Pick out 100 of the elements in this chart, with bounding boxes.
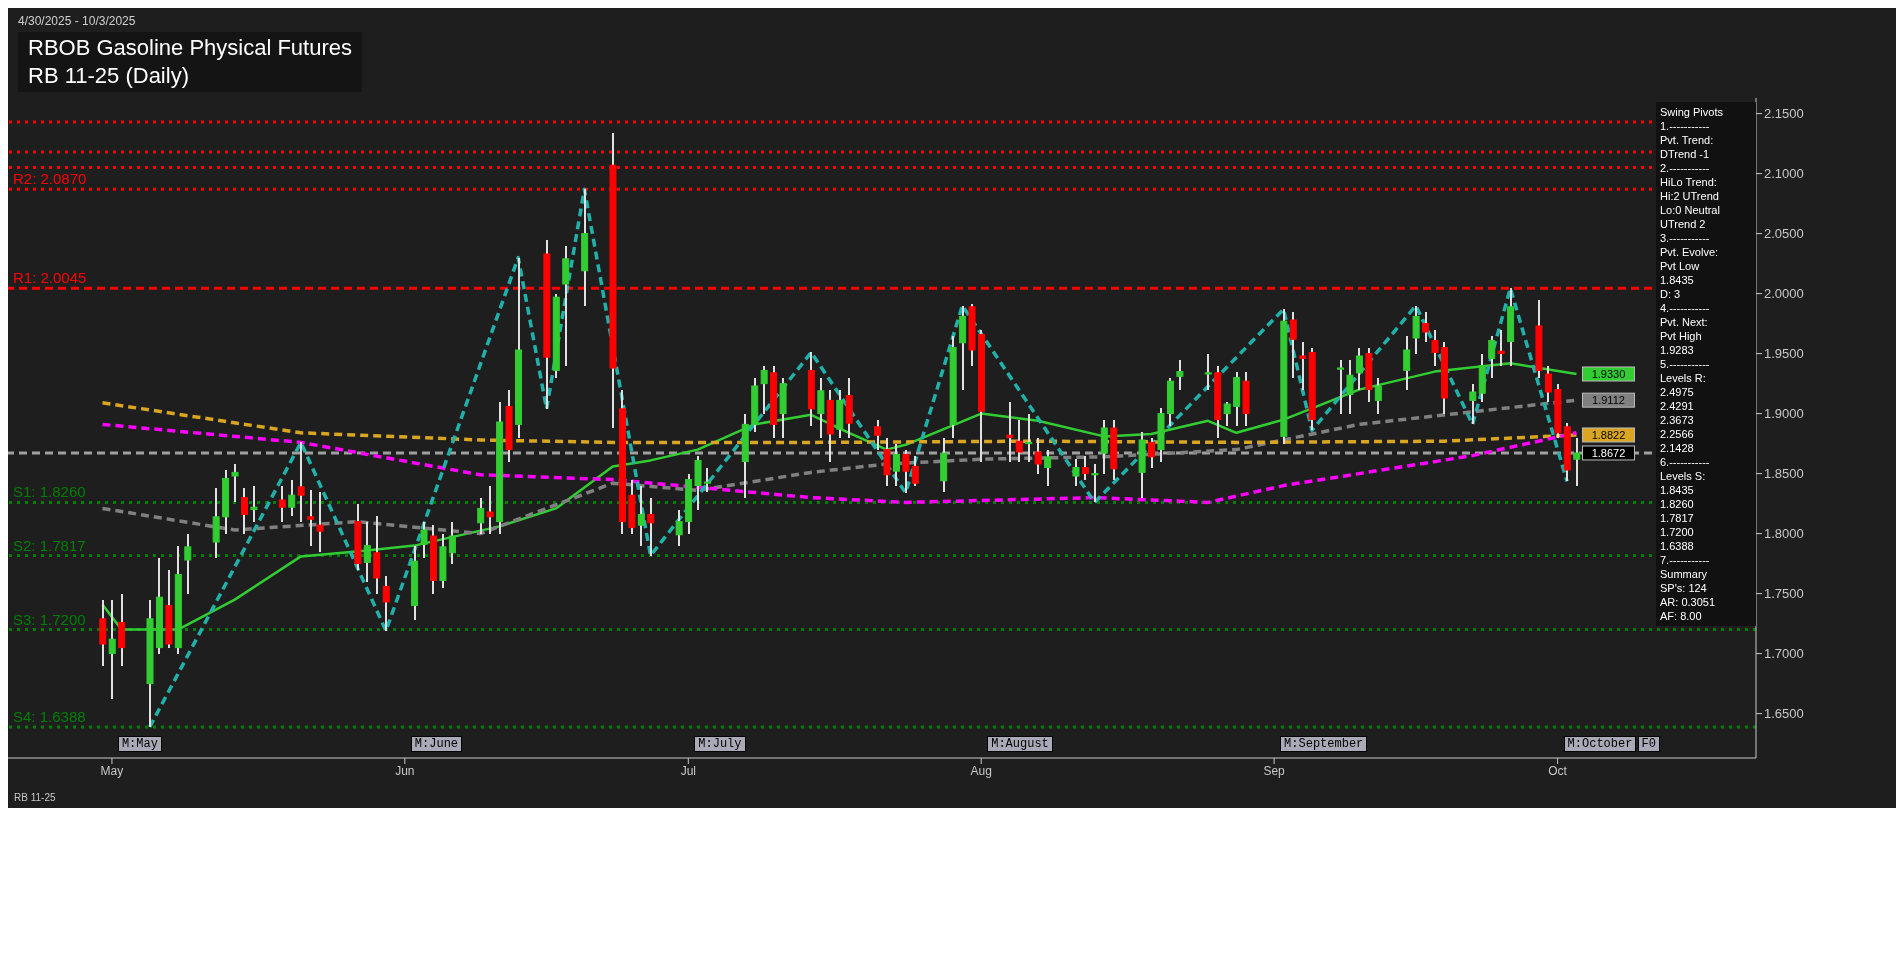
candlestick — [1223, 400, 1231, 427]
annotation: Pvt Low — [1660, 259, 1701, 273]
y-tick-label: 1.8500 — [1764, 466, 1804, 482]
annotation: Levels R: — [1660, 371, 1707, 385]
candlestick — [1034, 436, 1042, 475]
candlestick — [1422, 310, 1430, 343]
annotation: 2.1428 — [1660, 441, 1695, 455]
candlestick — [363, 520, 371, 583]
candlestick — [1015, 418, 1023, 463]
annotation: SP's: 124 — [1660, 581, 1708, 595]
candlestick — [184, 532, 192, 595]
candlestick — [1176, 358, 1184, 391]
x-tick-label: May — [100, 763, 124, 778]
line-series — [100, 422, 1579, 505]
annotation: AR: 0.3051 — [1660, 595, 1717, 609]
candlestick — [874, 418, 882, 451]
annotation: 1.8435 — [1660, 273, 1695, 287]
candlestick — [1081, 454, 1089, 481]
annotation: Lo:0 Neutral — [1660, 203, 1721, 217]
annotation: Swing Pivots — [1660, 105, 1724, 119]
candlestick — [675, 508, 683, 547]
annotation: 4.----------- — [1660, 301, 1711, 315]
ref-line-label: S4: 1.6388 — [13, 708, 86, 726]
data-label: 1.8822 — [1591, 428, 1626, 441]
candlestick — [240, 487, 248, 535]
annotation: Pvt High — [1660, 329, 1703, 343]
annotation: M:August — [987, 736, 1053, 752]
candlestick — [1044, 448, 1052, 487]
candlestick — [892, 442, 900, 487]
candlestick — [307, 489, 315, 547]
annotation: D: 3 — [1660, 287, 1682, 301]
annotation: Pvt. Next: — [1660, 315, 1709, 329]
y-tick-label: 2.1000 — [1764, 166, 1804, 182]
annotation: Summary — [1660, 567, 1709, 581]
candlestick — [231, 463, 239, 504]
candlestick — [1091, 463, 1099, 504]
annotation: 1.8260 — [1660, 497, 1695, 511]
annotation: UTrend 2 — [1660, 217, 1707, 231]
candlestick — [1469, 382, 1477, 426]
annotation: 1.----------- — [1660, 119, 1711, 133]
annotation: 5.----------- — [1660, 357, 1711, 371]
candlestick — [817, 376, 825, 439]
chart-title: RBOB Gasoline Physical Futures — [28, 34, 353, 62]
annotation: M:June — [410, 736, 463, 752]
annotation: Hi:2 UTrend — [1660, 189, 1720, 203]
annotation: Pvt. Evolve: — [1660, 245, 1720, 259]
y-tick-label: 1.9500 — [1764, 346, 1804, 362]
candlestick — [1412, 304, 1420, 355]
annotation: M:September — [1280, 736, 1368, 752]
line-series — [100, 401, 1579, 445]
ref-line-label: R1: 2.0045 — [13, 269, 87, 287]
candlestick — [1006, 400, 1014, 463]
x-tick-label: Jun — [395, 763, 415, 778]
candlestick — [1072, 458, 1080, 487]
annotation: 1.8435 — [1660, 483, 1695, 497]
candlestick — [288, 478, 296, 517]
y-tick-label: 2.0500 — [1764, 226, 1804, 242]
candlestick — [250, 484, 258, 523]
annotation: 2.2566 — [1660, 427, 1695, 441]
annotation: 2.4975 — [1660, 385, 1695, 399]
y-tick-label: 1.9000 — [1764, 406, 1804, 422]
candlestick — [420, 520, 428, 559]
ref-line-label: R2: 2.0870 — [13, 170, 87, 188]
data-label: 1.9330 — [1591, 368, 1626, 380]
candlestick — [703, 466, 711, 493]
candlestick — [1544, 364, 1552, 403]
y-tick-label: 1.7000 — [1764, 646, 1804, 662]
ref-line-label: 1.8672 — [1591, 446, 1626, 459]
data-label: 1.9112 — [1592, 394, 1625, 407]
x-tick-label: Sep — [1263, 763, 1286, 778]
candlestick — [1374, 376, 1382, 415]
candlestick — [637, 484, 645, 547]
annotation: AF: 8.00 — [1660, 609, 1703, 623]
candlestick — [448, 520, 456, 565]
annotation: M:May — [117, 736, 162, 752]
annotation: HiLo Trend: — [1660, 175, 1718, 189]
annotation: 1.6388 — [1660, 539, 1695, 553]
annotation: 6.----------- — [1660, 455, 1711, 469]
y-tick-label: 2.1500 — [1764, 106, 1804, 122]
candlestick — [486, 484, 494, 535]
annotation: 1.7200 — [1660, 525, 1695, 539]
annotation: 3.----------- — [1660, 231, 1711, 245]
ref-line-label: S3: 1.7200 — [13, 610, 86, 628]
candlestick — [1148, 436, 1156, 469]
annotation: DTrend -1 — [1660, 147, 1711, 161]
annotation: M:October — [1563, 736, 1637, 752]
candlestick — [1573, 436, 1581, 487]
candlestick — [278, 484, 286, 523]
annotation: 2.----------- — [1660, 161, 1711, 175]
ref-line-label: S1: 1.8260 — [13, 483, 86, 501]
annotation: M:July — [694, 736, 746, 752]
annotation: 1.9283 — [1660, 343, 1695, 357]
text: 4/30/2025 - 10/3/2025 — [18, 14, 136, 28]
candlestick — [1289, 310, 1297, 379]
y-tick-label: 2.0000 — [1764, 286, 1804, 302]
chart-subtitle: RB 11-25 (Daily) — [28, 62, 190, 90]
candlestick — [760, 364, 768, 415]
annotation: Levels S: — [1660, 469, 1707, 483]
candlestick — [316, 490, 324, 553]
x-tick-label: Jul — [680, 763, 696, 778]
